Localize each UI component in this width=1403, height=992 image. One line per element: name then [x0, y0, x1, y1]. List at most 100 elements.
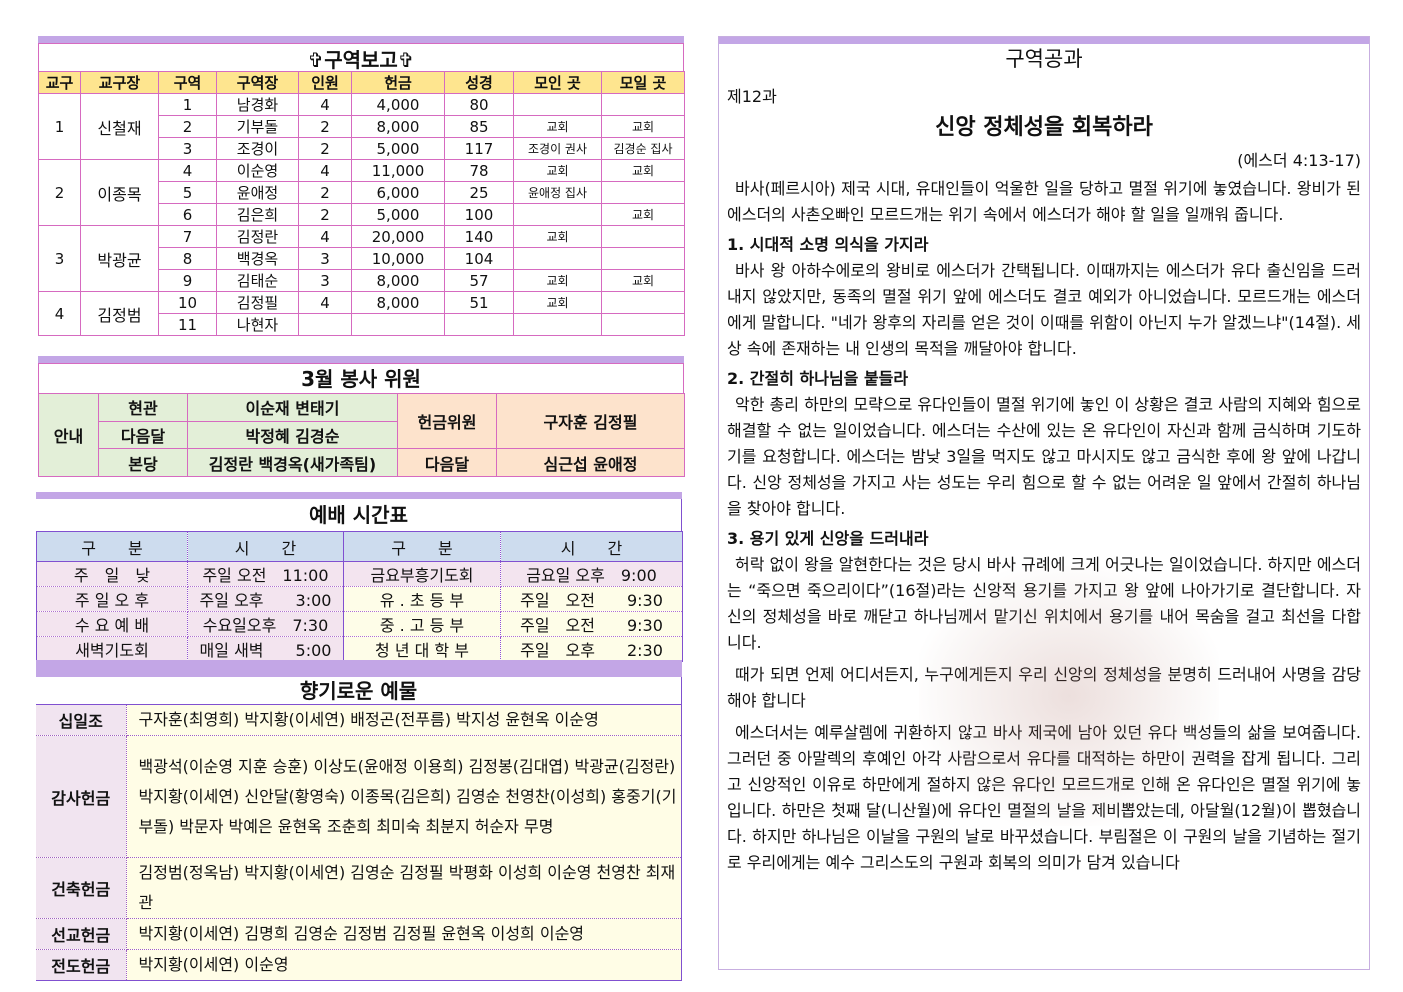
offering-amount: 20,000 [351, 225, 445, 248]
offering-committee-names: 구자훈 김정필 [496, 392, 685, 450]
members-count: 4 [298, 225, 352, 248]
next-month-names: 박정혜 김경순 [187, 420, 398, 450]
section-title: 예배 시간표 [36, 499, 682, 531]
district-report-table: 교구 교구장 구역 구역장 인원 헌금 성경 모인 곳 모일 곳 1 신철재 1 남경화 4 4,000 8… [38, 71, 685, 336]
donor-names: 박지황(이세연) 이순영 [126, 949, 682, 981]
meet-place: 교회 [601, 115, 685, 138]
column-header: 모인 곳 [513, 71, 602, 94]
bible-reading-count: 104 [444, 247, 514, 270]
meet-place [601, 181, 685, 204]
point-1-title: 1. 시대적 소명 의식을 가지라 [727, 235, 929, 254]
next-offering-names: 심근섭 윤애정 [496, 448, 685, 478]
entrance-label: 현관 [98, 393, 188, 422]
offering-amount: 11,000 [351, 159, 445, 182]
district-head: 윤애정 [216, 181, 299, 204]
column-header: 구 분 [36, 531, 188, 562]
bible-reading-count: 78 [444, 159, 514, 182]
table-row: 6 김은희 2 5,000 100 교회 [39, 203, 685, 226]
met-place [513, 247, 602, 270]
section-bar [38, 356, 684, 363]
table-row: 수 요 예 배 수요일오후 7:30 중 . 고 등 부 주일 오전 9:30 [36, 611, 683, 637]
met-place: 교회 [513, 159, 602, 182]
worship-time: 주일 오전 9:30 [500, 611, 683, 637]
point-2-title: 2. 간절히 하나님을 붙들라 [727, 369, 909, 388]
offerings-section: 향기로운 예물 십일조 구자훈(최영희) 박지황(이세연) 배정곤(전푸름) 박지… [36, 660, 682, 981]
parish-number: 2 [38, 159, 81, 226]
district-number: 8 [158, 247, 217, 270]
table-row: 5 윤애정 2 6,000 25 윤애정 집사 [39, 181, 685, 204]
intro-paragraph: 바사(페르시아) 제국 시대, 유대인들이 억울한 일을 당하고 멸절 위기에 … [727, 179, 1361, 224]
worship-time: 주일 오전 11:00 [187, 561, 344, 587]
offering-type: 십일조 [36, 705, 127, 736]
district-number: 7 [158, 225, 217, 248]
worship-name: 중 . 고 등 부 [343, 611, 501, 637]
offering-amount [351, 313, 445, 336]
offering-type: 건축헌금 [36, 857, 127, 919]
entrance-names: 이순재 변태기 [187, 393, 398, 422]
donor-names: 구자훈(최영희) 박지황(이세연) 배정곤(전푸름) 박지성 윤현옥 이순영 [126, 705, 682, 736]
table-row: 8 백경옥 3 10,000 104 [39, 247, 685, 270]
met-place: 교회 [513, 225, 602, 248]
lesson-heading: 구역공과 [1005, 47, 1083, 71]
worship-time: 주일 오후 2:30 [500, 636, 683, 662]
worship-name: 금요부흥기도회 [343, 561, 501, 587]
application-paragraph: 때가 되면 언제 어디서든지, 누구에게든지 우리 신앙의 정체성을 분명히 드… [727, 665, 1361, 710]
point-1-paragraph: 바사 왕 아하수에로의 왕비로 에스더가 간택됩니다. 이때까지는 에스더가 유… [727, 261, 1361, 358]
offering-type: 감사헌금 [36, 735, 127, 858]
table-row: 2 이종목 4 이순영 4 11,000 78 교회 교회 [38, 159, 685, 226]
bible-reading-count: 25 [444, 181, 514, 204]
members-count: 3 [298, 247, 352, 270]
parish-leader: 박광균 [80, 225, 159, 292]
point-3-paragraph: 허락 없이 왕을 알현한다는 것은 당시 바사 규례에 크게 어긋나는 일이었습… [727, 555, 1361, 652]
meet-place: 김경순 집사 [601, 137, 685, 160]
district-head: 기부돌 [216, 115, 299, 138]
met-place: 교회 [513, 291, 602, 314]
lesson-body: 바사(페르시아) 제국 시대, 유대인들이 억울한 일을 당하고 멸절 위기에 … [719, 176, 1369, 876]
district-number: 3 [158, 137, 217, 160]
bible-reading-count: 51 [444, 291, 514, 314]
met-place: 윤애정 집사 [513, 181, 602, 204]
table-row: 9 김태순 3 8,000 57 교회 교회 [39, 269, 685, 292]
column-header: 인원 [298, 71, 352, 94]
guide-label: 안내 [38, 392, 99, 478]
offerings-table: 십일조 구자훈(최영희) 박지황(이세연) 배정곤(전푸름) 박지성 윤현옥 이순… [36, 705, 682, 981]
donor-names: 박지황(이세연) 김명희 김영순 김정범 김정필 윤현옥 이성희 이순영 [126, 918, 682, 950]
lesson-number: 제12과 [727, 87, 777, 106]
met-place: 교회 [513, 115, 602, 138]
table-row: 주 일 낮 주일 오전 11:00 금요부흥기도회 금요일 오후 9:00 [36, 561, 683, 587]
section-title: ✞구역보고✞ [38, 43, 684, 72]
met-place: 교회 [513, 269, 602, 292]
bible-reading-count: 80 [444, 93, 514, 116]
met-place [513, 93, 602, 116]
offering-amount: 8,000 [351, 269, 445, 292]
worship-time: 주일 오전 9:30 [500, 586, 683, 612]
bible-reading-count: 140 [444, 225, 514, 248]
column-header: 교구 [38, 71, 81, 94]
bible-reading-count: 57 [444, 269, 514, 292]
meet-place [601, 93, 685, 116]
district-head: 백경옥 [216, 247, 299, 270]
bible-reading-count [444, 313, 514, 336]
members-count: 3 [298, 269, 352, 292]
district-number: 6 [158, 203, 217, 226]
donor-names: 백광석(이순영 지훈 승훈) 이상도(윤애정 이용희) 김정봉(김대엽) 박광균… [126, 735, 682, 858]
offering-type: 전도헌금 [36, 949, 127, 981]
section-bar [719, 37, 1369, 44]
parish-number: 4 [38, 291, 81, 336]
district-number: 1 [158, 93, 217, 116]
worship-name: 주 일 낮 [36, 561, 188, 587]
donor-names: 김정범(정옥남) 박지황(이세연) 김영순 김정필 박평화 이성희 이순영 천영… [126, 857, 682, 919]
district-head: 이순영 [216, 159, 299, 182]
members-count: 2 [298, 137, 352, 160]
parish-leader: 이종목 [80, 159, 159, 226]
worship-name: 새벽기도회 [36, 636, 188, 662]
table-row: 전도헌금 박지황(이세연) 이순영 [36, 949, 682, 981]
sanctuary-names: 김정란 백경옥(새가족팀) [187, 448, 398, 478]
section-bar [36, 660, 682, 677]
bible-reading-count: 100 [444, 203, 514, 226]
table-row: 1 신철재 1 남경화 4 4,000 80 [38, 93, 685, 160]
meet-place [601, 313, 685, 336]
parish-number: 3 [38, 225, 81, 292]
next-offering-label: 다음달 [397, 448, 497, 478]
